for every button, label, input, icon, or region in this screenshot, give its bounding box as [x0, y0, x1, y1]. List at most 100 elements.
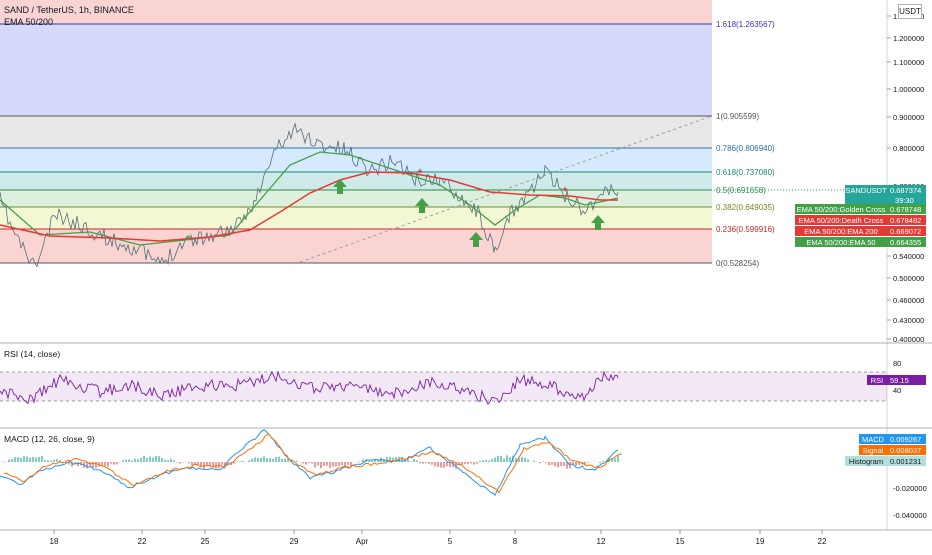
price-axis-label: 0.460000 — [893, 296, 924, 305]
rsi-badge-value: 59.15 — [890, 376, 909, 385]
price-badge-label: SANDUSDT — [845, 186, 887, 195]
macd-histogram-bar — [470, 462, 472, 463]
macd-histogram-bar — [128, 460, 130, 462]
macd-histogram-bar — [476, 462, 478, 464]
macd-histogram-bar — [416, 460, 418, 462]
price-badge-label: EMA 50/200:Golden Cross — [797, 205, 886, 214]
macd-histogram-bar — [242, 461, 244, 462]
macd-histogram-bar — [347, 462, 349, 465]
macd-histogram-bar — [188, 462, 190, 463]
macd-histogram-bar — [38, 457, 40, 462]
macd-histogram-bar — [149, 457, 151, 462]
macd-histogram-bar — [311, 462, 313, 464]
macd-histogram-bar — [56, 459, 58, 462]
price-axis-label: 0.540000 — [893, 252, 924, 261]
macd-histogram-bar — [158, 456, 160, 462]
macd-histogram-bar — [425, 462, 427, 463]
macd-histogram-bar — [317, 462, 319, 465]
currency-button[interactable]: USDT — [898, 4, 922, 19]
macd-histogram-bar — [221, 462, 223, 465]
macd-histogram-bar — [500, 456, 502, 462]
macd-histogram-bar — [77, 462, 79, 466]
macd-histogram-bar — [569, 462, 571, 468]
time-axis-label: 8 — [513, 537, 518, 546]
macd-histogram-bar — [422, 462, 424, 464]
price-badge-countdown: 39:30 — [895, 196, 914, 205]
macd-histogram-bar — [467, 462, 469, 464]
macd-histogram-bar — [152, 458, 154, 462]
macd-axis-label: -0.040000 — [893, 511, 927, 520]
time-axis-label: 29 — [290, 537, 299, 546]
macd-histogram-bar — [554, 462, 556, 466]
macd-histogram-bar — [485, 460, 487, 462]
macd-histogram-bar — [560, 462, 562, 466]
macd-histogram-bar — [305, 462, 307, 465]
macd-histogram-bar — [257, 458, 259, 462]
macd-histogram-bar — [206, 462, 208, 466]
macd-histogram-bar — [488, 461, 490, 462]
macd-histogram-bar — [35, 457, 37, 462]
macd-histogram-bar — [167, 460, 169, 462]
macd-histogram-bar — [14, 457, 16, 462]
fib-label: 1(0.905599) — [716, 112, 759, 121]
macd-histogram-bar — [524, 458, 526, 462]
macd-histogram-bar — [332, 462, 334, 467]
macd-histogram-bar — [47, 460, 49, 462]
price-axis-label: 1.200000 — [893, 34, 924, 43]
rsi-axis-label: 80 — [893, 359, 901, 368]
macd-badge-label: MACD — [862, 435, 885, 444]
macd-histogram-bar — [545, 462, 547, 463]
macd-histogram-bar — [107, 462, 109, 467]
macd-histogram-bar — [326, 462, 328, 466]
price-axis-label: 0.500000 — [893, 274, 924, 283]
macd-histogram-bar — [8, 459, 10, 462]
macd-histogram-bar — [491, 459, 493, 462]
macd-histogram-bar — [614, 458, 616, 462]
time-axis-label: 22 — [818, 537, 827, 546]
macd-histogram-bar — [302, 462, 304, 464]
macd-histogram-bar — [587, 462, 589, 463]
macd-histogram-bar — [113, 462, 115, 465]
macd-histogram-bar — [341, 462, 343, 465]
macd-histogram-bar — [419, 462, 421, 463]
fib-label: 0(0.528254) — [716, 259, 759, 268]
macd-histogram-bar — [413, 459, 415, 462]
macd-histogram-bar — [122, 460, 124, 462]
macd-histogram-bar — [254, 457, 256, 462]
macd-histogram-bar — [437, 462, 439, 467]
macd-histogram-bar — [434, 462, 436, 467]
macd-histogram-bar — [509, 457, 511, 462]
macd-histogram-bar — [266, 458, 268, 462]
macd-histogram-bar — [101, 462, 103, 465]
macd-histogram-bar — [503, 459, 505, 462]
cross-marker: + — [562, 184, 567, 194]
macd-histogram-bar — [110, 462, 112, 464]
macd-histogram-bar — [479, 461, 481, 462]
macd-histogram-bar — [482, 460, 484, 462]
macd-histogram-bar — [497, 456, 499, 462]
rsi-axis-label: 40 — [893, 386, 901, 395]
fib-label: 0.236(0.599916) — [716, 225, 775, 234]
macd-histogram-bar — [464, 462, 466, 464]
macd-histogram-bar — [131, 461, 133, 462]
time-axis-label: 25 — [201, 537, 210, 546]
macd-histogram-bar — [320, 462, 322, 468]
price-badge-label: EMA 50/200:Death Cross — [799, 216, 884, 225]
price-axis-label: 0.430000 — [893, 316, 924, 325]
time-axis-label: 5 — [448, 537, 453, 546]
macd-histogram-bar — [26, 457, 28, 462]
macd-histogram-bar — [296, 461, 298, 462]
price-axis-label: 0.800000 — [893, 144, 924, 153]
macd-histogram-bar — [248, 460, 250, 462]
macd-histogram-bar — [440, 462, 442, 468]
macd-histogram-bar — [338, 462, 340, 466]
macd-histogram-bar — [143, 456, 145, 462]
symbol-title: SAND / TetherUS, 1h, BINANCE — [4, 5, 134, 15]
macd-histogram-bar — [260, 458, 262, 462]
macd-histogram-bar — [548, 462, 550, 465]
indicator-title: EMA 50/200 — [4, 17, 53, 27]
macd-histogram-bar — [473, 462, 475, 465]
macd-histogram-bar — [191, 462, 193, 465]
macd-histogram-bar — [371, 461, 373, 462]
